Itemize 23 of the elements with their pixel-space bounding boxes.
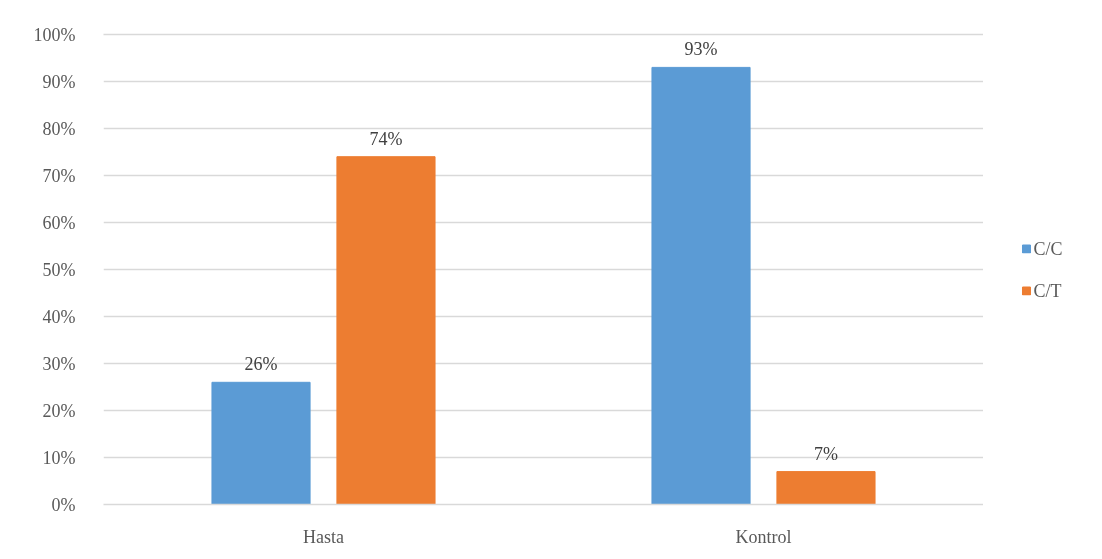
y-tick-label: 100%	[33, 24, 76, 45]
data-label: 93%	[684, 39, 718, 60]
bar	[651, 66, 751, 505]
y-tick-label: 10%	[42, 447, 76, 468]
bar	[776, 471, 876, 505]
bar	[336, 156, 436, 505]
bar	[211, 381, 311, 505]
y-tick-label: 20%	[42, 400, 76, 421]
legend-label: C/C	[1033, 238, 1063, 259]
data-label: 74%	[369, 128, 403, 149]
y-tick-label: 30%	[42, 353, 76, 374]
y-tick-label: 40%	[42, 306, 76, 327]
y-tick-label: 80%	[42, 118, 76, 139]
y-tick-label: 70%	[42, 165, 76, 186]
y-tick-label: 90%	[42, 71, 76, 92]
y-tick-label: 50%	[42, 259, 76, 280]
x-tick-label: Hasta	[303, 526, 344, 547]
legend-label: C/T	[1033, 280, 1062, 301]
data-label: 26%	[244, 354, 278, 375]
data-label: 7%	[813, 443, 838, 464]
y-tick-label: 60%	[42, 212, 76, 233]
y-tick-label: 0%	[51, 494, 76, 515]
x-tick-label: Kontrol	[735, 526, 792, 547]
